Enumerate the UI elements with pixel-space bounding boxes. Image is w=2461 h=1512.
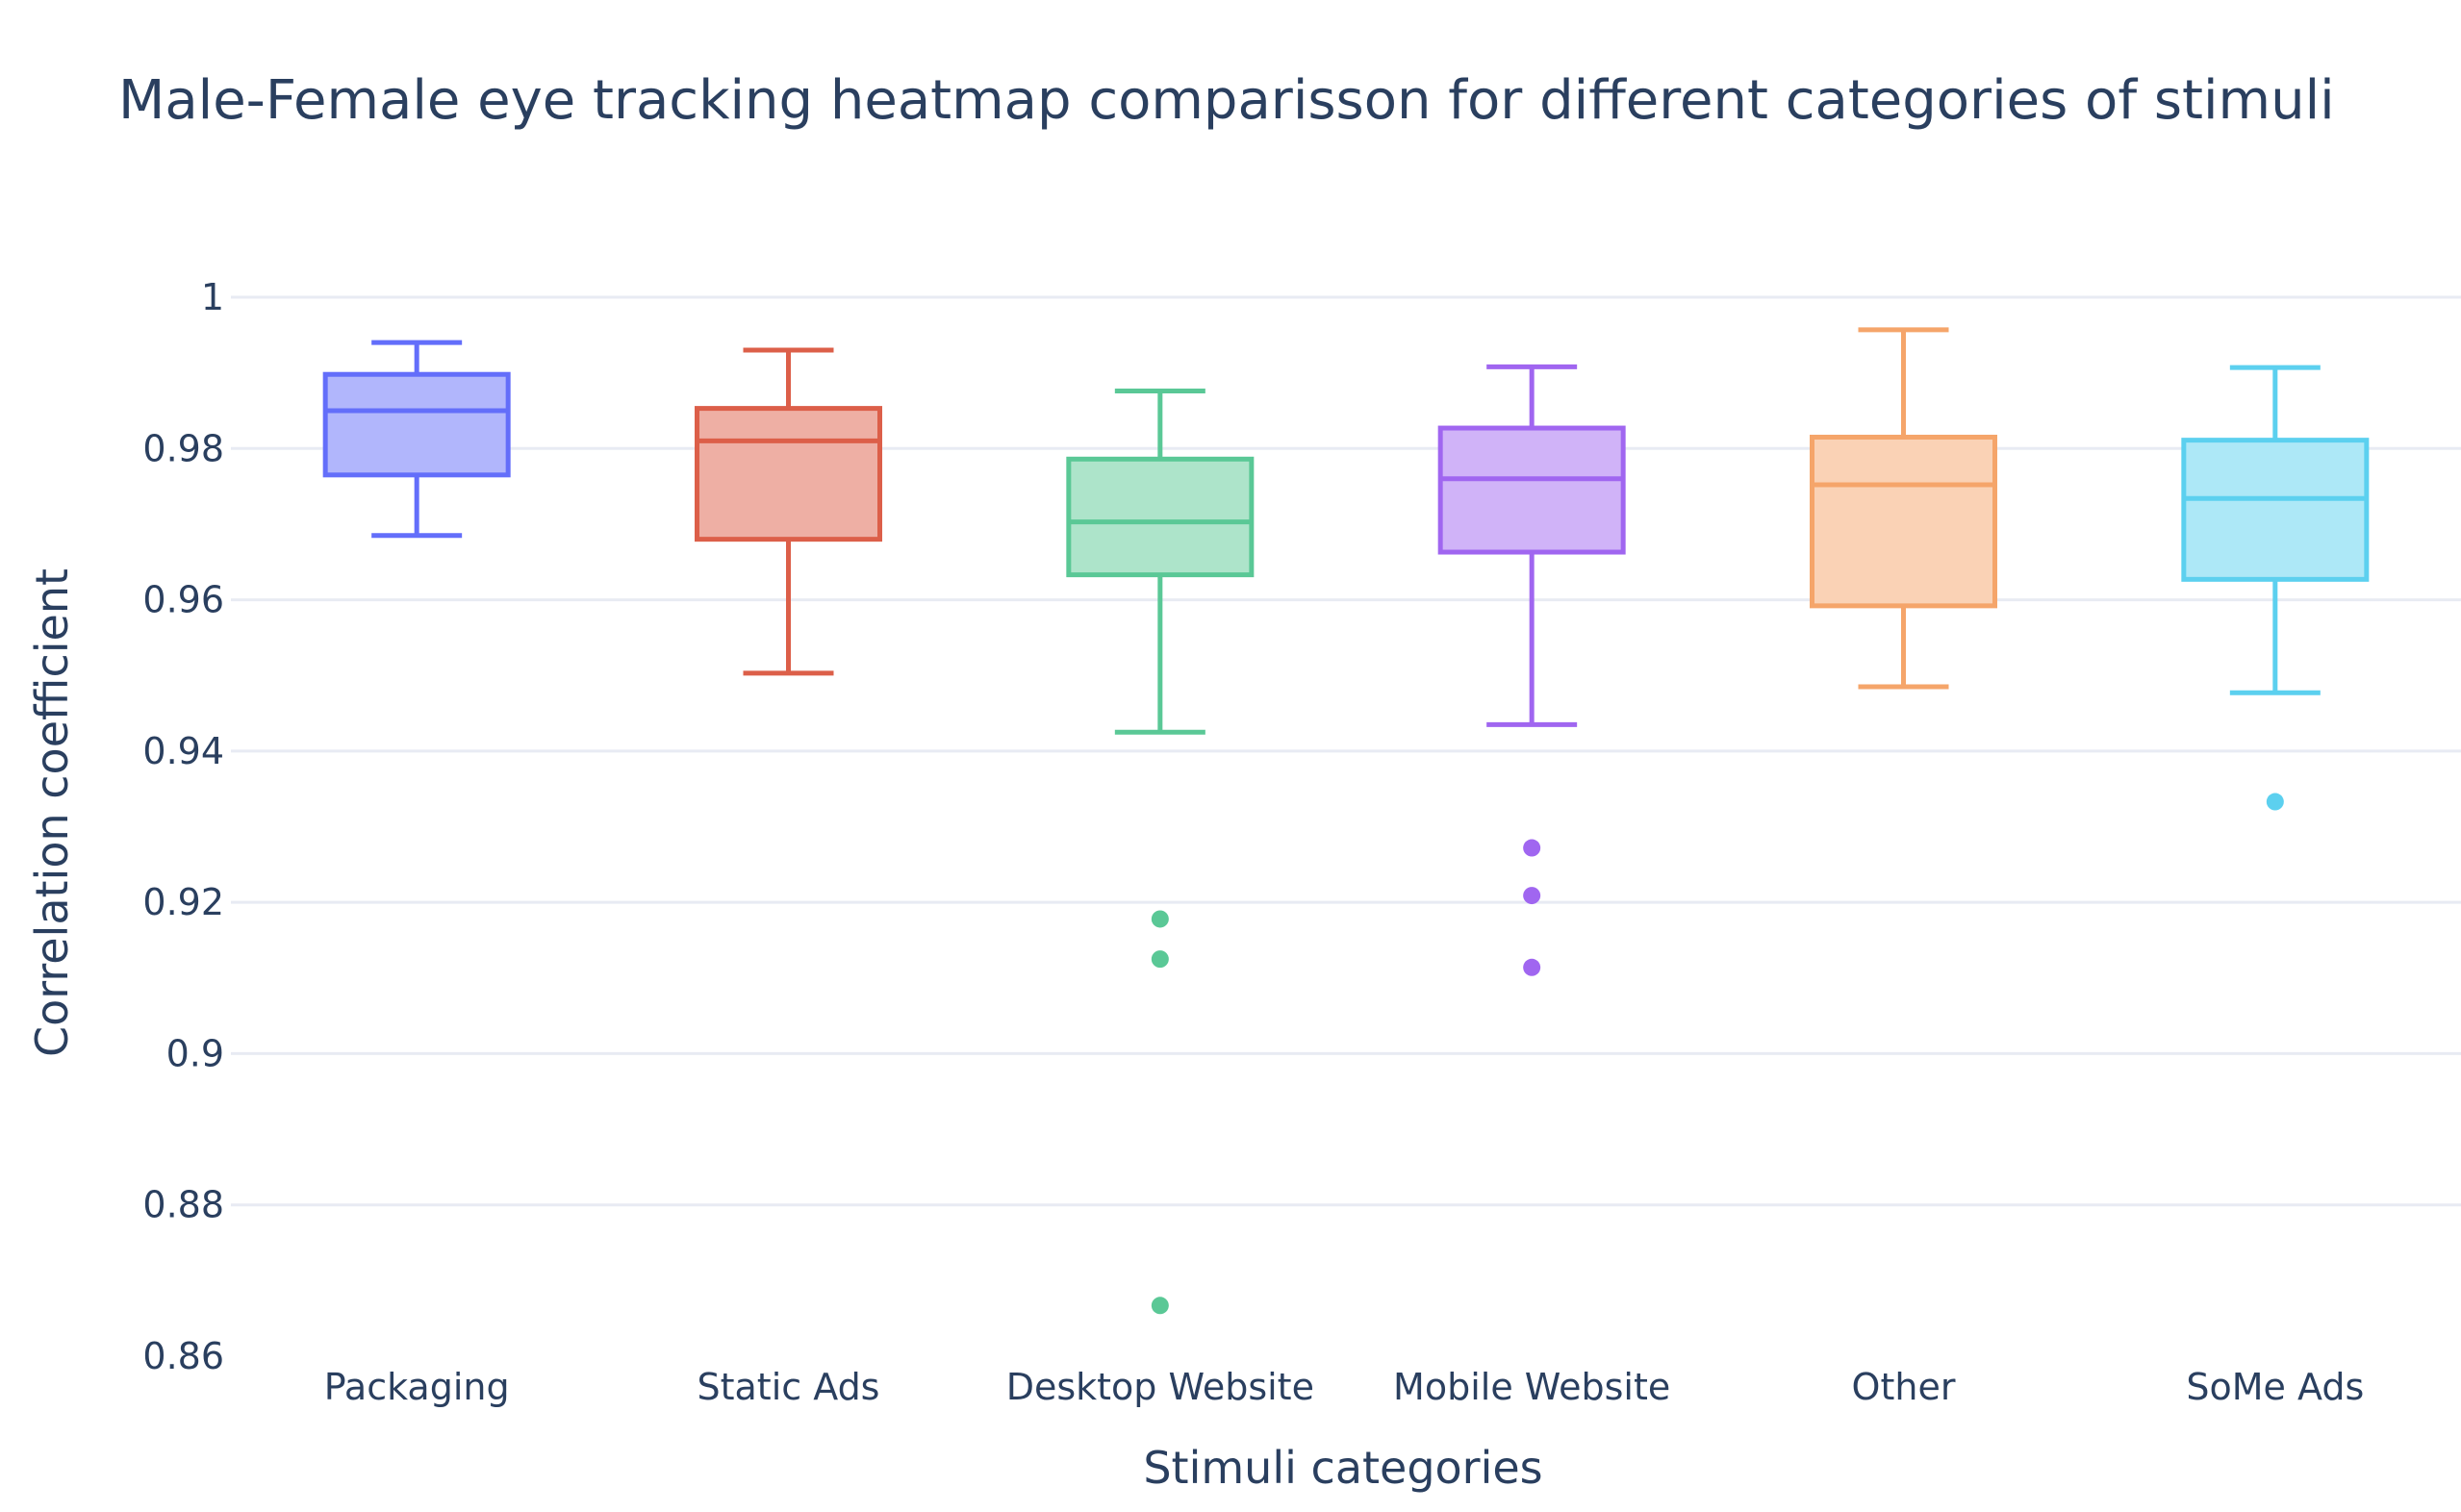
outlier-point xyxy=(1151,1297,1169,1315)
x-tick-label: Mobile Website xyxy=(1393,1366,1670,1408)
outlier-point xyxy=(1151,950,1169,969)
outlier-point xyxy=(2266,793,2284,811)
iqr-box xyxy=(2181,438,2370,582)
box-other xyxy=(1810,327,1997,690)
box-packaging xyxy=(322,340,511,539)
y-tick-label: 1 xyxy=(201,276,224,318)
x-axis-title: Stimuli categories xyxy=(1143,1442,1542,1494)
boxes xyxy=(322,327,2370,1315)
x-tick-label: Packaging xyxy=(324,1366,510,1408)
outlier-point xyxy=(1523,839,1541,857)
y-tick-label: 0.96 xyxy=(142,579,224,621)
iqr-box xyxy=(1810,434,1997,609)
outlier-point xyxy=(1523,958,1541,976)
x-tick-label: SoMe Ads xyxy=(2186,1366,2364,1408)
y-tick-label: 0.94 xyxy=(142,730,224,772)
box-static-ads xyxy=(695,347,882,676)
box-mobile-website xyxy=(1437,364,1626,976)
iqr-box xyxy=(695,406,882,542)
y-axis-title: Correlation coefficient xyxy=(26,568,78,1057)
iqr-box xyxy=(322,371,511,478)
chart-title: Male-Female eye tracking heatmap compari… xyxy=(118,69,2335,132)
x-tick-label: Desktop Website xyxy=(1006,1366,1314,1408)
box-some-ads xyxy=(2181,365,2370,811)
outlier-point xyxy=(1523,887,1541,905)
outlier-point xyxy=(1151,910,1169,928)
y-tick-label: 0.86 xyxy=(142,1335,224,1377)
gridlines xyxy=(231,295,2461,1207)
box-desktop-website xyxy=(1066,389,1255,1315)
y-tick-label: 0.9 xyxy=(166,1032,224,1074)
iqr-box xyxy=(1066,456,1255,578)
x-tick-label: Static Ads xyxy=(698,1366,880,1408)
y-tick-label: 0.92 xyxy=(142,881,224,923)
y-tick-label: 0.88 xyxy=(142,1184,224,1226)
iqr-box xyxy=(1437,425,1626,555)
x-axis-ticks: Packaging Static Ads Desktop Website Mobile… xyxy=(324,1366,2365,1408)
y-tick-label: 0.98 xyxy=(142,427,224,469)
x-tick-label: Other xyxy=(1852,1366,1956,1408)
y-axis-ticks: 0.86 0.88 0.9 0.92 0.94 0.96 0.98 1 xyxy=(142,276,224,1377)
